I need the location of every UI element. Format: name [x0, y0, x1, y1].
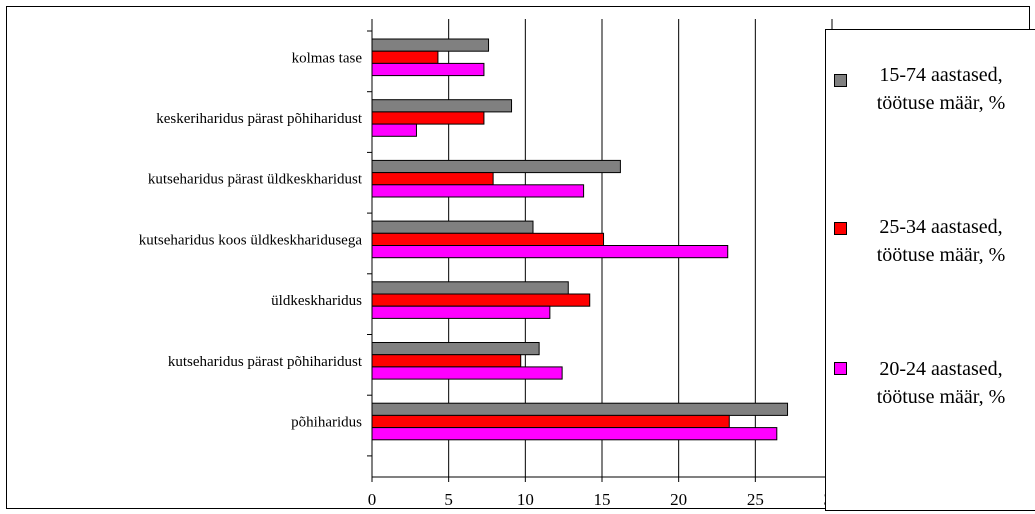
chart-frame: kolmas tase keskeriharidus pärast põhihar… — [6, 6, 1035, 511]
x-tick-label: 10 — [517, 490, 534, 508]
bar-1-6 — [371, 414, 730, 429]
bar-0-2 — [371, 159, 621, 174]
x-tick-label: 15 — [594, 490, 611, 508]
category-label: kutseharidus pärast üldkeskharidust — [148, 172, 363, 188]
bar-2-2 — [371, 184, 585, 198]
legend-label-line-2: töötuse määr, % — [876, 386, 1006, 408]
x-tick-label: 25 — [747, 490, 764, 508]
bar-0-6 — [371, 402, 789, 416]
legend-label-line-2: töötuse määr, % — [876, 92, 1006, 114]
bar-1-1 — [371, 111, 485, 125]
x-tick-label: 5 — [444, 490, 453, 508]
bar-0-4 — [371, 281, 569, 295]
bar-1-0 — [371, 50, 439, 64]
bar-chart: kolmas tase keskeriharidus pärast põhihar… — [139, 19, 841, 508]
bar-2-5 — [371, 366, 563, 380]
category-label: kutseharidus pärast põhiharidust — [168, 354, 363, 370]
bar-0-3 — [371, 220, 534, 234]
legend-swatch-series-0 — [834, 74, 847, 87]
bar-1-2 — [371, 172, 494, 186]
bar-2-3 — [371, 245, 729, 259]
bar-0-1 — [371, 99, 513, 113]
x-tick-label: 0 — [368, 490, 377, 508]
category-label: üldkeskharidus — [271, 293, 362, 309]
legend-label-line-1: 15-74 aastased, — [879, 64, 1003, 86]
legend-label-line-1: 20-24 aastased, — [879, 358, 1003, 380]
category-label: kolmas tase — [292, 50, 363, 66]
bar-2-6 — [371, 427, 778, 441]
chart-legend: 15-74 aastased, töötuse määr, % 25-34 aa… — [825, 29, 1035, 511]
bar-1-3 — [371, 232, 605, 247]
category-label: põhiharidus — [291, 415, 362, 431]
bar-2-4 — [371, 305, 551, 319]
legend-label-line-1: 25-34 aastased, — [879, 216, 1003, 238]
bar-2-0 — [371, 62, 485, 77]
legend-swatch-series-2 — [834, 362, 847, 375]
x-tick-label: 20 — [670, 490, 687, 508]
bar-0-5 — [371, 342, 540, 356]
bar-1-5 — [371, 354, 522, 368]
bar-1-4 — [371, 293, 591, 307]
category-label: kutseharidus koos üldkeskharidusega — [139, 232, 363, 248]
legend-swatch-series-1 — [834, 222, 847, 235]
legend-label-line-2: töötuse määr, % — [876, 244, 1006, 266]
bar-2-1 — [371, 123, 417, 137]
category-label: keskeriharidus pärast põhiharidust — [156, 111, 363, 127]
bar-0-0 — [371, 38, 490, 52]
